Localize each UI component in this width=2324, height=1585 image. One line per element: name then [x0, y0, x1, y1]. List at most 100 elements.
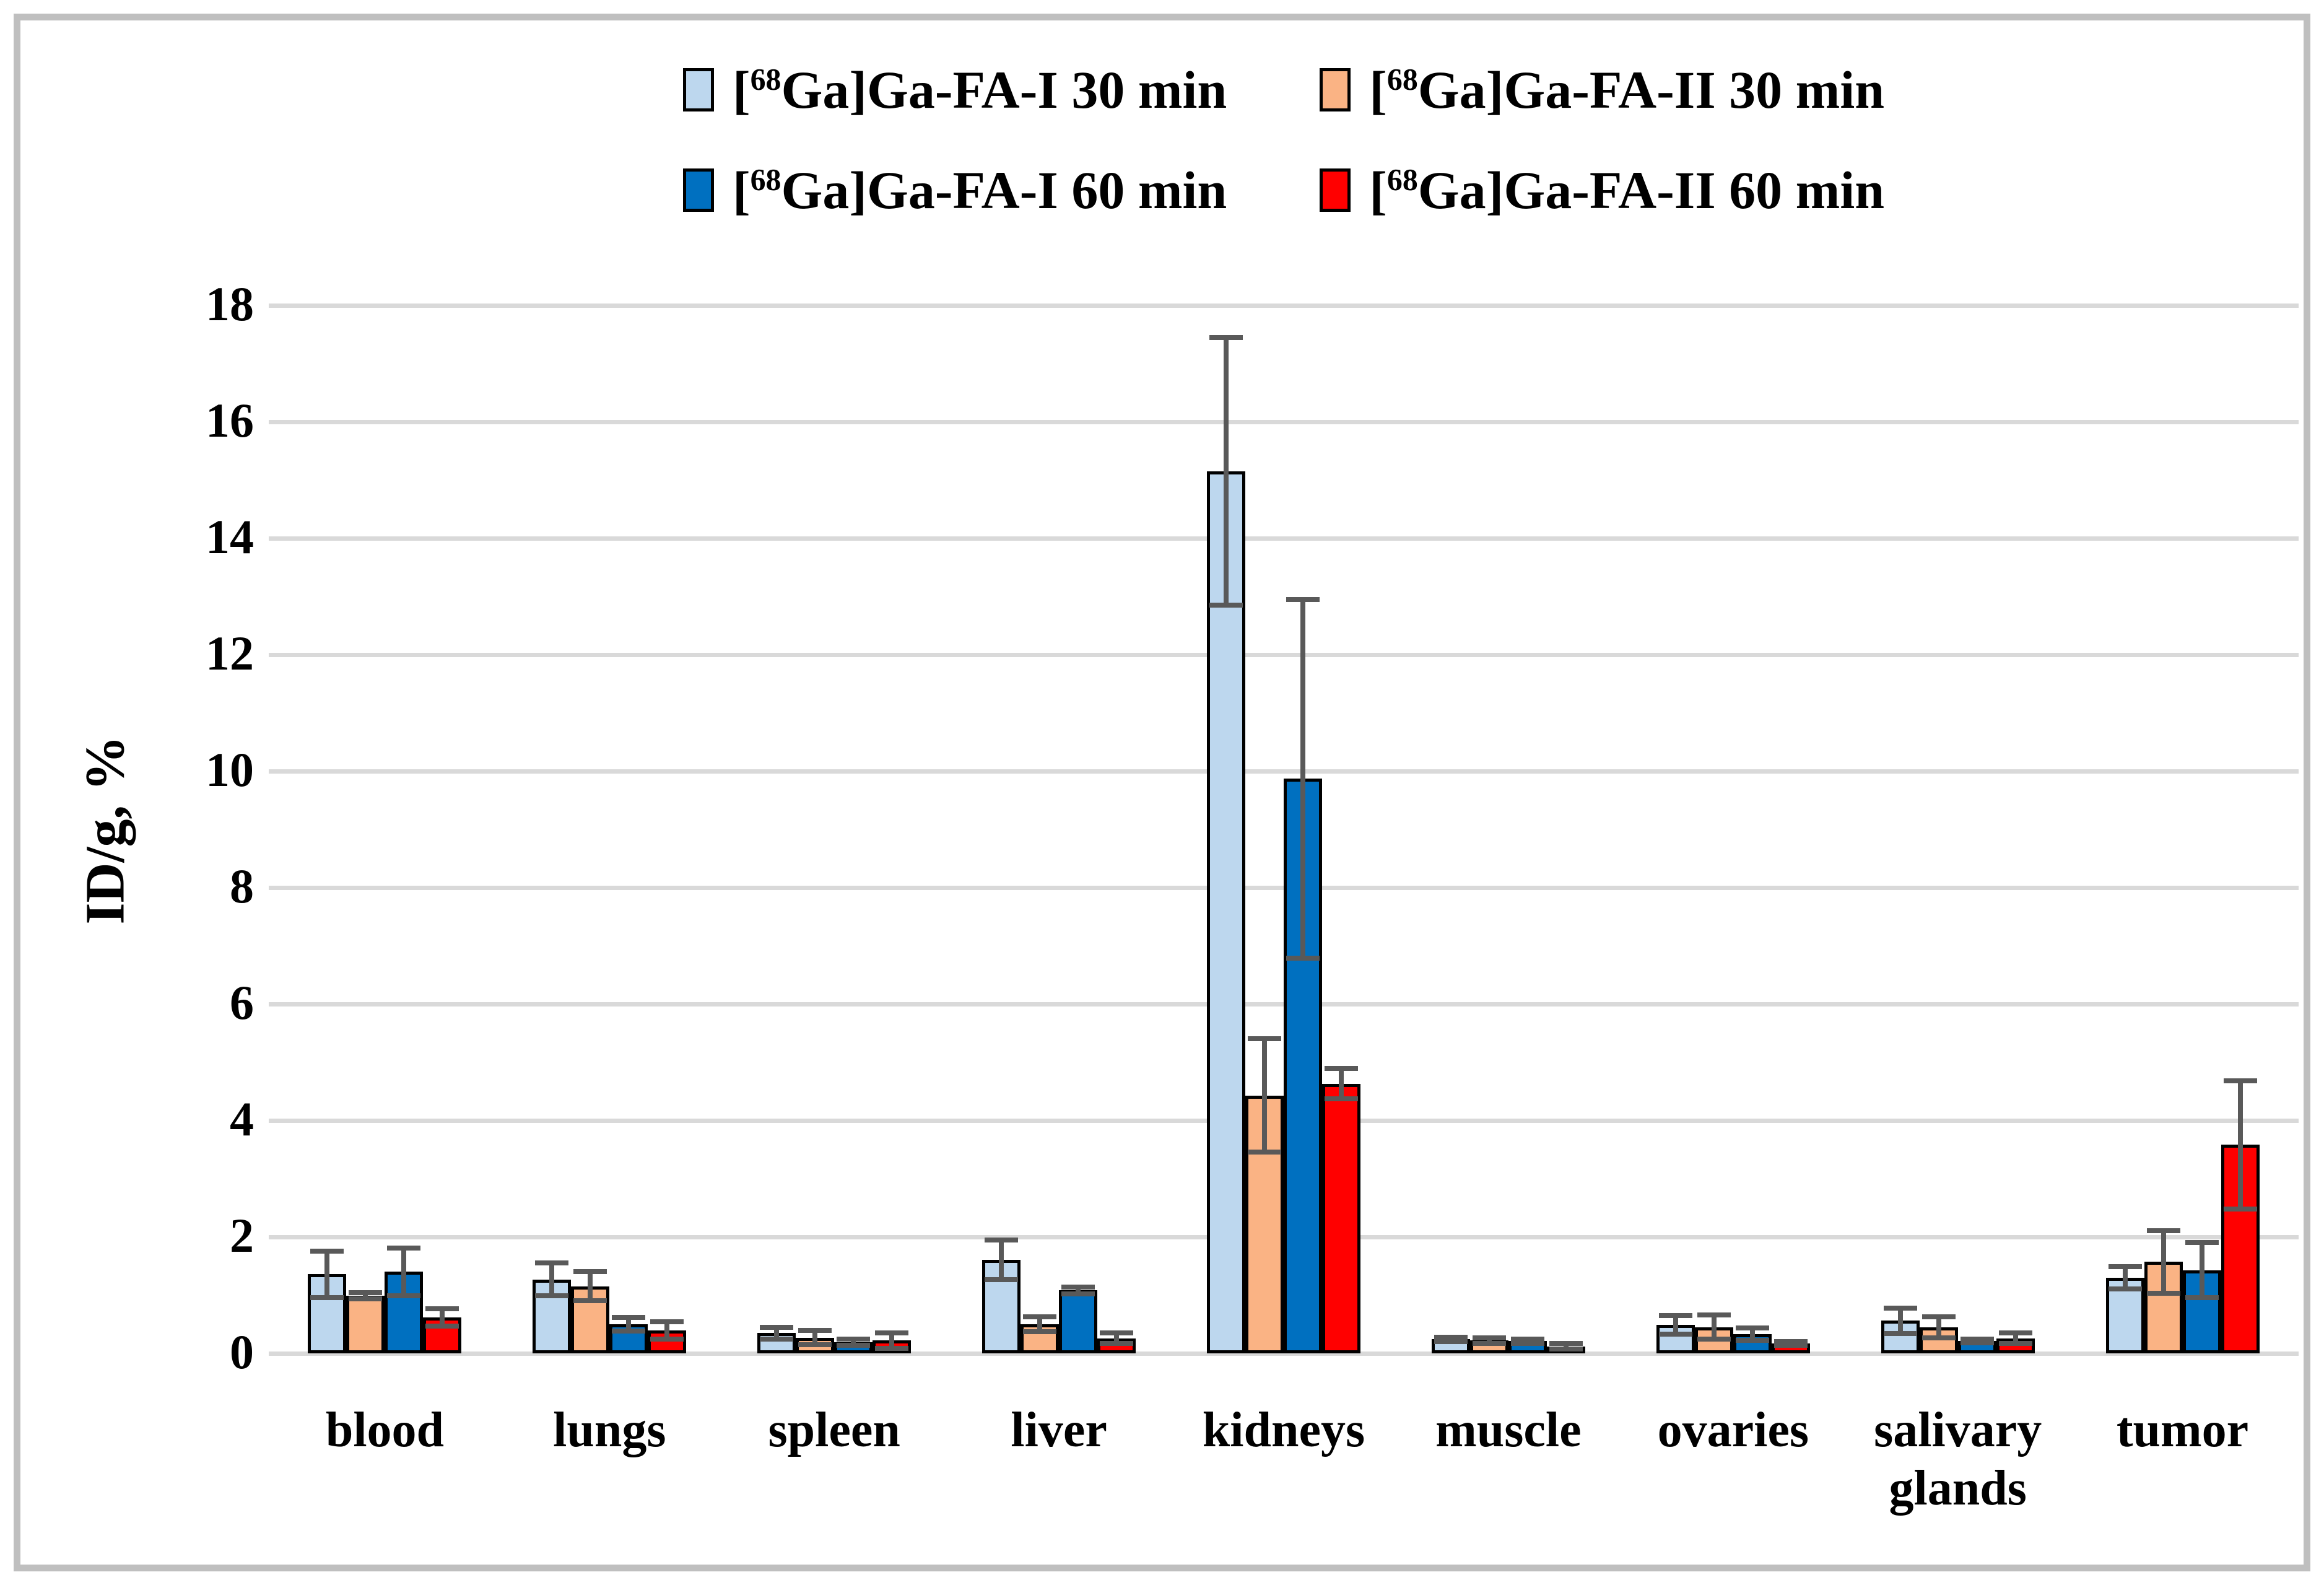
legend-row-2: [68Ga]Ga-FA-I 60 min [68Ga]Ga-FA-II 60 mi… — [682, 159, 1884, 221]
legend-swatch-68ga-ga-fa-ii-60-min — [1320, 168, 1351, 212]
error-bar-blood-68ga-ga-fa-ii-60-min-cap-top — [425, 1306, 459, 1311]
error-bar-kidneys-68ga-ga-fa-ii-60-min-line — [1339, 1068, 1344, 1099]
gridline-10 — [269, 769, 2299, 774]
gridline-16 — [269, 420, 2299, 424]
legend-entry-68ga-ga-fa-i-30-min: [68Ga]Ga-FA-I 30 min — [682, 59, 1227, 121]
error-bar-tumor-68ga-ga-fa-i-30-min-cap-top — [2108, 1264, 2142, 1269]
error-bar-spleen-68ga-ga-fa-ii-60-min-line — [889, 1333, 895, 1348]
legend-swatch-68ga-ga-fa-ii-30-min — [1320, 68, 1351, 111]
legend-entry-68ga-ga-fa-ii-30-min: [68Ga]Ga-FA-II 30 min — [1320, 59, 1884, 121]
error-bar-kidneys-68ga-ga-fa-ii-30-min-cap-top — [1248, 1036, 1281, 1042]
error-bar-lungs-68ga-ga-fa-ii-30-min-cap-top — [573, 1269, 607, 1275]
error-bar-salivary-glands-68ga-ga-fa-ii-30-min-cap-top — [1921, 1314, 1956, 1319]
error-bar-ovaries-68ga-ga-fa-i-30-min-cap-bottom — [1658, 1331, 1692, 1337]
error-bar-muscle-68ga-ga-fa-ii-30-min-line — [1486, 1337, 1492, 1343]
error-bar-tumor-68ga-ga-fa-i-60-min-cap-top — [2185, 1240, 2219, 1246]
error-bar-muscle-68ga-ga-fa-ii-60-min-line — [1563, 1343, 1569, 1350]
error-bar-blood-68ga-ga-fa-i-60-min-cap-top — [387, 1245, 421, 1251]
error-bar-salivary-glands-68ga-ga-fa-ii-60-min-line — [2013, 1333, 2018, 1343]
error-bar-tumor-68ga-ga-fa-i-60-min-line — [2199, 1242, 2204, 1298]
error-bar-liver-68ga-ga-fa-i-30-min-cap-bottom — [985, 1277, 1019, 1282]
error-bar-lungs-68ga-ga-fa-ii-60-min-cap-top — [650, 1319, 684, 1325]
error-bar-muscle-68ga-ga-fa-ii-30-min-cap-top — [1472, 1335, 1506, 1340]
error-bar-liver-68ga-ga-fa-ii-60-min-cap-top — [1100, 1330, 1134, 1336]
error-bar-muscle-68ga-ga-fa-i-60-min-cap-bottom — [1510, 1341, 1544, 1347]
error-bar-liver-68ga-ga-fa-ii-30-min-line — [1037, 1316, 1043, 1332]
error-bar-liver-68ga-ga-fa-ii-60-min-cap-bottom — [1100, 1341, 1134, 1347]
y-tick-label-2: 2 — [230, 1208, 254, 1263]
bar-tumor-68ga-ga-fa-ii-30-min — [2144, 1262, 2183, 1353]
error-bar-ovaries-68ga-ga-fa-ii-30-min-cap-top — [1697, 1312, 1731, 1317]
legend: [68Ga]Ga-FA-I 30 min [68Ga]Ga-FA-II 30 mi… — [272, 59, 2295, 221]
error-bar-tumor-68ga-ga-fa-i-30-min-cap-bottom — [2108, 1286, 2142, 1291]
error-bar-ovaries-68ga-ga-fa-ii-60-min-cap-top — [1773, 1339, 1808, 1345]
error-bar-ovaries-68ga-ga-fa-ii-60-min-cap-bottom — [1773, 1342, 1808, 1348]
error-bar-tumor-68ga-ga-fa-ii-30-min-line — [2161, 1230, 2166, 1294]
error-bar-muscle-68ga-ga-fa-i-30-min-cap-top — [1434, 1334, 1468, 1340]
legend-entry-68ga-ga-fa-i-60-min: [68Ga]Ga-FA-I 60 min — [682, 159, 1227, 221]
error-bar-spleen-68ga-ga-fa-i-30-min-cap-top — [760, 1324, 794, 1330]
error-bar-kidneys-68ga-ga-fa-ii-60-min-cap-bottom — [1325, 1096, 1358, 1102]
error-bar-spleen-68ga-ga-fa-ii-60-min-cap-bottom — [875, 1345, 909, 1351]
error-bar-kidneys-68ga-ga-fa-ii-60-min-cap-top — [1325, 1066, 1358, 1072]
error-bar-blood-68ga-ga-fa-i-60-min-line — [401, 1247, 407, 1296]
y-tick-label-6: 6 — [230, 976, 254, 1030]
error-bar-ovaries-68ga-ga-fa-i-60-min-cap-bottom — [1735, 1338, 1769, 1343]
error-bar-liver-68ga-ga-fa-ii-30-min-cap-bottom — [1023, 1329, 1057, 1335]
error-bar-muscle-68ga-ga-fa-ii-60-min-cap-bottom — [1549, 1347, 1583, 1352]
error-bar-muscle-68ga-ga-fa-ii-30-min-cap-bottom — [1472, 1341, 1506, 1347]
bar-kidneys-68ga-ga-fa-ii-60-min — [1322, 1083, 1360, 1353]
y-tick-label-4: 4 — [230, 1092, 254, 1146]
y-tick-label-18: 18 — [206, 277, 254, 331]
error-bar-kidneys-68ga-ga-fa-i-30-min-cap-bottom — [1209, 603, 1243, 608]
error-bar-liver-68ga-ga-fa-ii-60-min-line — [1114, 1333, 1120, 1343]
error-bar-tumor-68ga-ga-fa-ii-60-min-line — [2237, 1081, 2243, 1209]
y-tick-label-12: 12 — [206, 626, 254, 681]
error-bar-lungs-68ga-ga-fa-ii-60-min-cap-bottom — [650, 1337, 684, 1342]
error-bar-tumor-68ga-ga-fa-ii-30-min-cap-top — [2146, 1228, 2180, 1233]
bar-blood-68ga-ga-fa-ii-30-min — [346, 1295, 385, 1353]
error-bar-spleen-68ga-ga-fa-ii-60-min-cap-top — [875, 1330, 909, 1336]
error-bar-lungs-68ga-ga-fa-i-30-min-line — [549, 1263, 555, 1296]
legend-row-1: [68Ga]Ga-FA-I 30 min [68Ga]Ga-FA-II 30 mi… — [682, 59, 1884, 121]
error-bar-spleen-68ga-ga-fa-i-30-min-cap-bottom — [760, 1336, 794, 1342]
error-bar-blood-68ga-ga-fa-i-30-min-cap-top — [310, 1248, 344, 1254]
error-bar-blood-68ga-ga-fa-ii-60-min-line — [440, 1308, 445, 1326]
legend-entry-68ga-ga-fa-ii-60-min: [68Ga]Ga-FA-II 60 min — [1320, 159, 1884, 221]
error-bar-salivary-glands-68ga-ga-fa-i-60-min-cap-top — [1960, 1337, 1994, 1342]
error-bar-tumor-68ga-ga-fa-i-30-min-line — [2122, 1266, 2128, 1289]
error-bar-spleen-68ga-ga-fa-i-60-min-line — [851, 1339, 856, 1345]
x-label-salivary-glands: salivary glands — [1874, 1403, 2042, 1516]
error-bar-salivary-glands-68ga-ga-fa-ii-60-min-cap-top — [1998, 1330, 2032, 1336]
error-bar-kidneys-68ga-ga-fa-i-30-min-cap-top — [1209, 334, 1243, 340]
x-label-blood: blood — [325, 1403, 445, 1457]
error-bar-muscle-68ga-ga-fa-i-60-min-cap-top — [1510, 1336, 1544, 1342]
error-bar-lungs-68ga-ga-fa-i-30-min-cap-bottom — [535, 1293, 569, 1298]
error-bar-tumor-68ga-ga-fa-ii-60-min-cap-bottom — [2223, 1206, 2257, 1212]
error-bar-blood-68ga-ga-fa-i-30-min-cap-bottom — [310, 1295, 344, 1300]
error-bar-salivary-glands-68ga-ga-fa-i-30-min-cap-top — [1883, 1305, 1917, 1311]
error-bar-ovaries-68ga-ga-fa-i-60-min-cap-top — [1735, 1325, 1769, 1330]
gridline-0 — [269, 1351, 2299, 1356]
legend-label: [68Ga]Ga-FA-I 30 min — [732, 60, 1227, 120]
gridline-12 — [269, 653, 2299, 657]
error-bar-salivary-glands-68ga-ga-fa-ii-60-min-cap-bottom — [1998, 1341, 2032, 1347]
bar-kidneys-68ga-ga-fa-i-30-min — [1207, 471, 1245, 1353]
error-bar-lungs-68ga-ga-fa-i-60-min-line — [626, 1317, 632, 1332]
error-bar-lungs-68ga-ga-fa-i-60-min-cap-top — [612, 1314, 646, 1320]
error-bar-ovaries-68ga-ga-fa-i-30-min-cap-top — [1658, 1312, 1692, 1318]
error-bar-ovaries-68ga-ga-fa-ii-30-min-cap-bottom — [1697, 1337, 1731, 1342]
error-bar-lungs-68ga-ga-fa-i-60-min-cap-bottom — [612, 1329, 646, 1334]
bar-liver-68ga-ga-fa-i-60-min — [1059, 1290, 1098, 1353]
error-bar-liver-68ga-ga-fa-ii-30-min-cap-top — [1023, 1314, 1057, 1319]
error-bar-kidneys-68ga-ga-fa-i-30-min-line — [1224, 337, 1229, 606]
x-label-liver: liver — [1011, 1403, 1107, 1457]
x-label-tumor: tumor — [2116, 1403, 2249, 1457]
x-label-spleen: spleen — [768, 1403, 900, 1457]
error-bar-kidneys-68ga-ga-fa-i-60-min-line — [1300, 599, 1305, 958]
legend-swatch-68ga-ga-fa-i-30-min — [682, 68, 714, 111]
x-label-ovaries: ovaries — [1657, 1403, 1809, 1457]
error-bar-muscle-68ga-ga-fa-i-30-min-cap-bottom — [1434, 1339, 1468, 1345]
legend-label: [68Ga]Ga-FA-II 30 min — [1369, 60, 1885, 120]
error-bar-salivary-glands-68ga-ga-fa-ii-30-min-cap-bottom — [1921, 1335, 1956, 1340]
